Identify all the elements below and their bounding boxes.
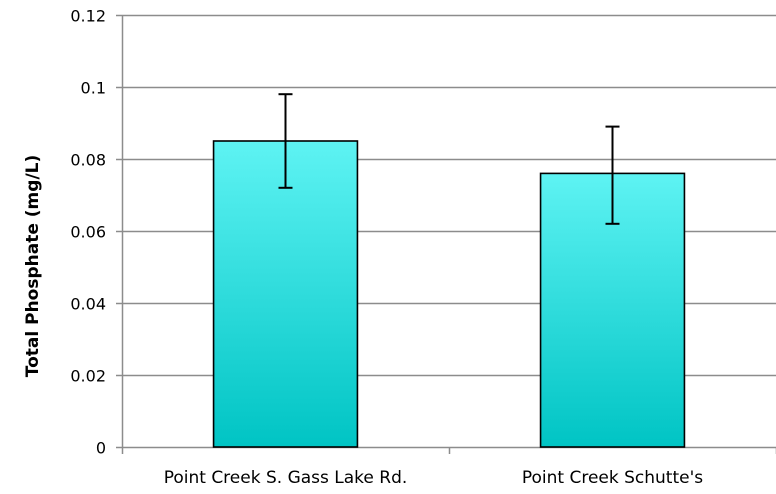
y-tick-label: 0.04 — [70, 295, 106, 314]
y-tick-label: 0 — [96, 439, 106, 458]
bar — [212, 140, 359, 448]
y-axis-title: Total Phosphate (mg/L) — [23, 155, 43, 378]
x-category-label: Point Creek Schutte's — [522, 468, 703, 488]
y-tick-label: 0.12 — [70, 7, 106, 26]
y-tick-labels: 0 0.02 0.04 0.06 0.08 0.1 0.12 — [70, 7, 106, 458]
y-tick-label: 0.08 — [70, 151, 106, 170]
y-tick-label: 0.1 — [81, 79, 106, 98]
error-bars — [278, 93, 620, 225]
y-tick-label: 0.06 — [70, 223, 106, 242]
bars — [212, 140, 686, 448]
x-category-label: Point Creek S. Gass Lake Rd. — [164, 468, 408, 488]
x-category-labels: Point Creek S. Gass Lake Rd. Point Creek … — [164, 468, 704, 488]
y-tick-label: 0.02 — [70, 367, 106, 386]
